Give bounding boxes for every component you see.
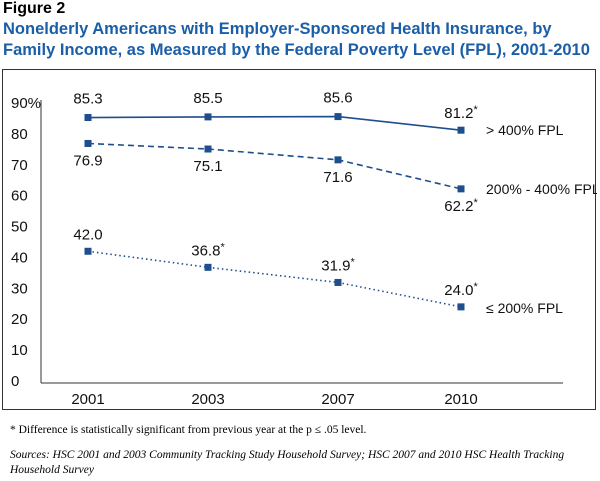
y-tick-label: 20 (11, 311, 28, 328)
data-label: 75.1 (193, 158, 222, 175)
series-line (87, 250, 462, 308)
data-point-marker (84, 139, 92, 147)
y-tick-label: 50 (11, 219, 28, 236)
x-tick-label: 2003 (191, 391, 224, 408)
data-label: 85.5 (193, 90, 222, 107)
data-label: 42.0 (73, 226, 102, 243)
y-tick-label: 0 (11, 373, 19, 390)
legend-label: 200% - 400% FPL (486, 181, 597, 197)
series-line (87, 115, 462, 131)
data-label: 62.2* (444, 197, 478, 215)
line-chart: 0 10 20 30 40 50 60 70 80 90% 2001 2003 2007 2010 85.3… (11, 90, 597, 408)
x-tick-label: 2001 (71, 391, 104, 408)
data-label: 31.9* (321, 256, 355, 274)
data-label: 81.2* (444, 104, 478, 122)
data-point-marker (204, 113, 212, 121)
y-tick-label: 30 (11, 280, 28, 297)
chart-frame: 0 10 20 30 40 50 60 70 80 90% 2001 2003 2007 2010 85.3… (2, 69, 597, 410)
data-point-marker (457, 303, 465, 311)
y-tick-label: 60 (11, 188, 28, 205)
y-tick-label: 10 (11, 342, 28, 359)
data-label: 71.6 (323, 169, 352, 186)
data-point-marker (457, 126, 465, 134)
data-point-marker (334, 156, 342, 164)
x-tick-label: 2010 (444, 391, 477, 408)
data-label: 36.8* (191, 241, 225, 259)
data-label: 24.0* (444, 281, 478, 299)
data-label: 85.6 (323, 90, 352, 107)
legend-label: > 400% FPL (486, 122, 564, 138)
data-point-marker (204, 263, 212, 271)
data-point-marker (334, 113, 342, 121)
y-tick-label: 70 (11, 157, 28, 174)
data-point-marker (84, 247, 92, 255)
series-line (87, 142, 462, 190)
chart-title: Nonelderly Americans with Employer-Spons… (3, 20, 590, 59)
sources-note: Sources: HSC 2001 and 2003 Community Tra… (10, 449, 565, 476)
figure-label: Figure 2 (3, 0, 66, 17)
legend-label: ≤ 200% FPL (486, 300, 563, 316)
data-point-marker (457, 185, 465, 193)
x-tick-label: 2007 (321, 391, 354, 408)
y-tick-label: 90% (11, 95, 41, 112)
data-label: 85.3 (73, 91, 102, 108)
data-label: 76.9 (73, 152, 102, 169)
y-tick-label: 80 (11, 126, 28, 143)
data-point-marker (204, 145, 212, 153)
data-point-marker (334, 278, 342, 286)
y-tick-label: 40 (11, 249, 28, 266)
data-point-marker (84, 114, 92, 122)
footnote: * Difference is statistically significan… (10, 424, 367, 436)
